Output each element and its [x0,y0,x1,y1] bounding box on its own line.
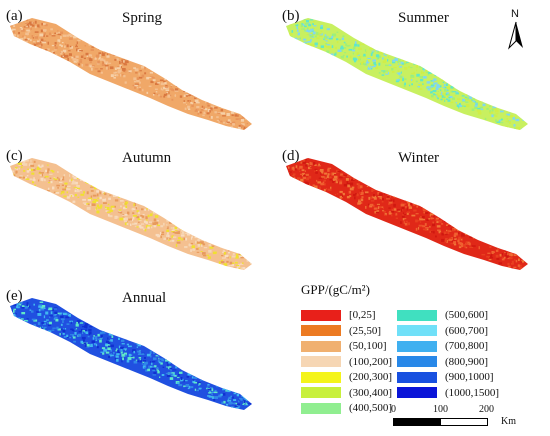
legend-swatch [397,387,437,398]
map-autumn [10,158,252,270]
panel-label: (d) [282,148,300,164]
legend-item: (50,100] [301,339,387,353]
legend-label: (700,800] [445,340,489,352]
legend-item: (900,1000] [397,370,494,384]
north-arrow-shape [508,21,523,50]
legend-swatch [397,309,437,321]
panel-title: Summer [398,10,449,26]
legend-swatch [397,340,437,352]
legend-swatch [301,371,341,383]
north-label: N [511,8,519,20]
panel-label: (b) [282,8,300,24]
map-spring [10,18,252,130]
legend-item: (300,400] [301,386,392,400]
legend-label: (25,50] [349,324,382,337]
legend-swatch [301,402,341,414]
legend-item: (700,800] [397,339,488,353]
scale-segment [440,418,488,426]
legend-label: (600,700] [445,324,489,337]
legend-label: (400,500] [349,402,393,414]
map-summer [286,18,528,130]
panel-label: (e) [6,288,23,304]
legend-label: (1000,1500] [445,386,500,399]
panel-title: Spring [122,10,163,26]
legend-item: (600,700] [397,324,488,338]
legend-label: (900,1000] [445,371,494,383]
region-shape [10,298,252,410]
legend-item: (400,500] [301,401,392,415]
legend-swatch [301,309,341,321]
panel-label: (a) [6,8,23,24]
panel-title: Autumn [122,150,172,166]
north-arrow-icon: N [505,8,527,52]
legend-label: (300,400] [349,386,393,399]
legend-item: (500,600] [397,308,488,322]
legend-swatch [301,340,341,352]
scale-segment [393,418,441,426]
legend-title: GPP/(gC/m²) [301,282,370,297]
legend-item: (100,200] [301,355,392,369]
legend-swatch [301,356,341,367]
legend-item: [0,25] [301,308,376,322]
legend-item: (800,900] [397,355,488,369]
legend-swatch [397,356,437,367]
legend-label: (50,100] [349,340,387,352]
region-texture [286,158,528,270]
legend-label: (100,200] [349,355,393,368]
map-winter [286,158,528,270]
scale-tick: 100 [433,404,448,415]
scale-unit: Km [501,416,516,427]
legend-label: [0,25] [349,309,376,321]
legend-label: (500,600] [445,309,489,321]
panel-title: Winter [398,150,440,166]
legend-item: (1000,1500] [397,386,499,400]
legend-item: (25,50] [301,324,381,338]
legend-item: (200,300] [301,370,392,384]
panel-title: Annual [122,290,167,306]
panel-label: (c) [6,148,23,164]
legend-swatch [397,325,437,336]
legend-swatch [301,325,341,336]
map-panel-spring: (a) Spring [4,2,274,140]
legend: GPP/(gC/m²) [0,25] (25,50] (50,100] (100,20… [297,280,537,430]
legend-label: (800,900] [445,355,489,368]
map-panel-autumn: (c) Autumn [4,142,274,280]
scale-tick: 200 [479,404,494,415]
map-panel-winter: (d) Winter [280,142,550,280]
map-panel-summer: (b) Summer [280,2,550,140]
map-annual [10,298,252,410]
legend-swatch [397,371,437,383]
scale-bar: 0 100 200 Km [391,404,533,430]
scale-tick: 0 [391,404,396,415]
map-panel-annual: (e) Annual [4,282,274,420]
region-texture [10,18,252,130]
legend-swatch [301,387,341,398]
legend-label: (200,300] [349,371,393,383]
